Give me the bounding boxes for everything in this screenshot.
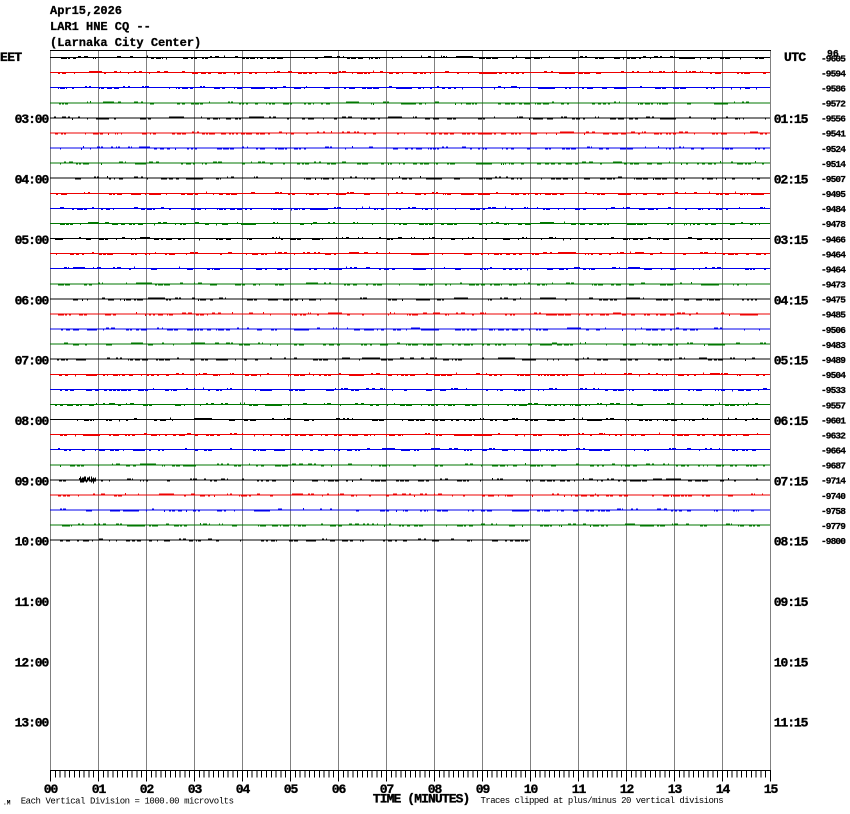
svg-text:09: 09 (476, 782, 491, 797)
svg-text:TIME (MINUTES): TIME (MINUTES) (373, 792, 470, 807)
svg-text:10:15: 10:15 (774, 655, 809, 670)
svg-text:-9800: -9800 (821, 536, 846, 547)
svg-text:02:15: 02:15 (774, 173, 809, 188)
svg-text:09:15: 09:15 (774, 595, 809, 610)
svg-text:03:00: 03:00 (15, 112, 50, 127)
svg-text:-9594: -9594 (821, 68, 846, 79)
svg-text:07:15: 07:15 (774, 474, 809, 489)
svg-text:-9586: -9586 (821, 84, 846, 95)
svg-text:08:15: 08:15 (774, 535, 809, 550)
svg-text:-9524: -9524 (821, 144, 846, 155)
svg-text:13:00: 13:00 (15, 716, 50, 731)
svg-text:-9514: -9514 (821, 159, 846, 170)
svg-text:14: 14 (716, 782, 731, 797)
svg-text:EET: EET (0, 50, 22, 65)
svg-text:01: 01 (92, 782, 107, 797)
svg-text:-9758: -9758 (821, 506, 846, 517)
svg-text:-9572: -9572 (821, 99, 846, 110)
svg-text:-9779: -9779 (821, 521, 846, 532)
svg-text:Apr15,2026: Apr15,2026 (50, 4, 122, 18)
svg-text:11: 11 (572, 782, 587, 797)
svg-text:-9484: -9484 (821, 204, 846, 215)
svg-text:-9687: -9687 (821, 461, 846, 472)
svg-text:-9464: -9464 (821, 249, 846, 260)
svg-text:06:00: 06:00 (15, 293, 50, 308)
svg-text:Each Vertical Division = 1000.: Each Vertical Division = 1000.00 microvo… (21, 797, 234, 807)
svg-text:-9533: -9533 (821, 385, 846, 396)
svg-text:Traces clipped at plus/minus 2: Traces clipped at plus/minus 20 vertical… (481, 796, 724, 806)
svg-text:(Larnaka City Center): (Larnaka City Center) (50, 36, 201, 50)
svg-text:03: 03 (188, 782, 203, 797)
svg-text:06: 06 (332, 782, 347, 797)
svg-text:11:15: 11:15 (774, 716, 809, 731)
svg-text:12:00: 12:00 (15, 655, 50, 670)
svg-text:04:15: 04:15 (774, 293, 809, 308)
svg-text:02: 02 (140, 782, 155, 797)
svg-text:03:15: 03:15 (774, 233, 809, 248)
svg-text:15: 15 (764, 782, 779, 797)
svg-text:-9714: -9714 (821, 476, 846, 487)
svg-text:-9489: -9489 (821, 355, 846, 366)
svg-text:05: 05 (284, 782, 299, 797)
svg-text:01:15: 01:15 (774, 112, 809, 127)
svg-text:10: 10 (524, 782, 539, 797)
svg-text:-9475: -9475 (821, 295, 846, 306)
svg-text:-9557: -9557 (821, 400, 846, 411)
svg-text:-9504: -9504 (821, 370, 846, 381)
svg-text:05:00: 05:00 (15, 233, 50, 248)
svg-text:-9664: -9664 (821, 446, 846, 457)
svg-text:-9483: -9483 (821, 340, 846, 351)
svg-text:13: 13 (668, 782, 683, 797)
svg-text:UTC: UTC (784, 50, 806, 65)
svg-text:08:00: 08:00 (15, 414, 50, 429)
svg-text:-9740: -9740 (821, 491, 846, 502)
svg-text:-9485: -9485 (821, 310, 846, 321)
svg-text:-9495: -9495 (821, 189, 846, 200)
svg-text:07: 07 (380, 782, 394, 797)
svg-text:-9601: -9601 (821, 415, 846, 426)
svg-text:.M: .M (3, 800, 11, 807)
svg-text:04: 04 (236, 782, 251, 797)
svg-text:09:00: 09:00 (15, 474, 50, 489)
svg-text:06:15: 06:15 (774, 414, 809, 429)
svg-text:12: 12 (620, 782, 635, 797)
svg-text:-9473: -9473 (821, 280, 846, 291)
svg-text:04:00: 04:00 (15, 173, 50, 188)
svg-text:-9507: -9507 (821, 174, 846, 185)
svg-text:-9506: -9506 (821, 325, 846, 336)
svg-text:-9541: -9541 (821, 129, 846, 140)
svg-text:-9605: -9605 (821, 53, 846, 64)
svg-text:00: 00 (44, 782, 59, 797)
svg-text:LAR1 HNE CQ --: LAR1 HNE CQ -- (50, 20, 151, 34)
svg-text:-9466: -9466 (821, 234, 846, 245)
svg-text:-9464: -9464 (821, 265, 846, 276)
svg-text:08: 08 (428, 782, 443, 797)
svg-text:-9478: -9478 (821, 219, 846, 230)
svg-text:11:00: 11:00 (15, 595, 50, 610)
svg-text:05:15: 05:15 (774, 354, 809, 369)
svg-text:10:00: 10:00 (15, 535, 50, 550)
svg-text:-9632: -9632 (821, 430, 846, 441)
svg-text:07:00: 07:00 (15, 354, 50, 369)
svg-text:96: 96 (827, 49, 839, 60)
svg-text:-9556: -9556 (821, 114, 846, 125)
